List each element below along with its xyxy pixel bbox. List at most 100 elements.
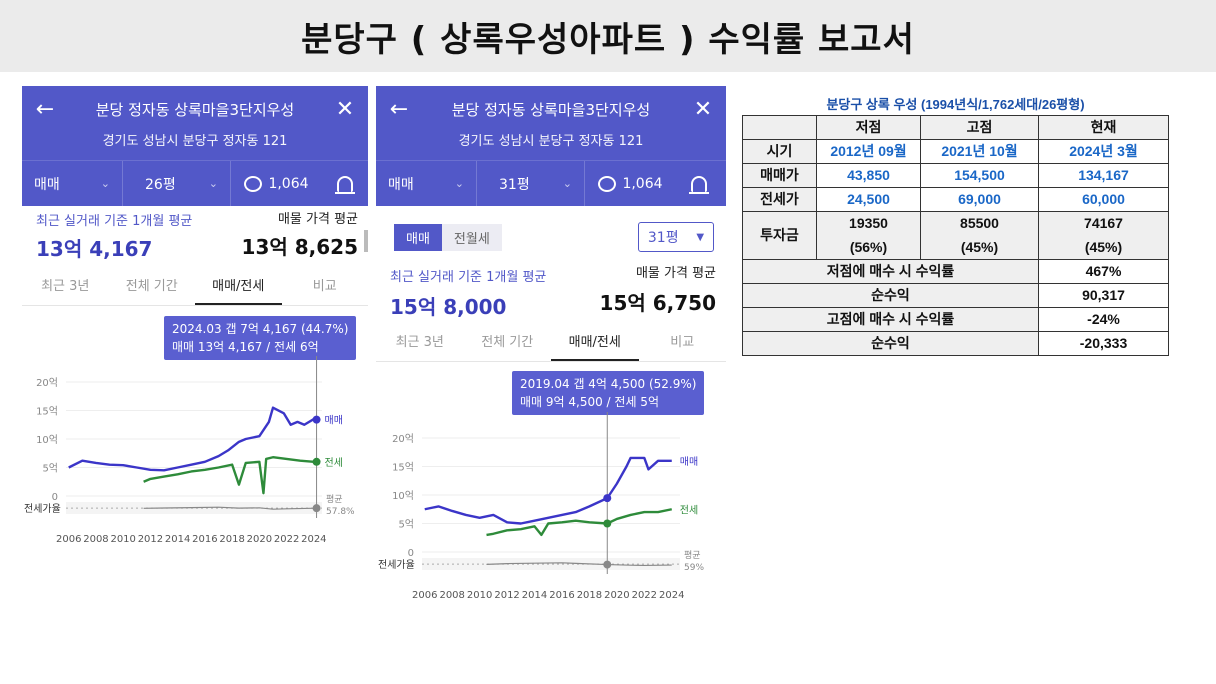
size-select-value: 31평 (647, 230, 679, 246)
summary-label: 순수익 (742, 330, 1039, 356)
sale-series-label: 매매 (680, 456, 698, 468)
close-icon[interactable]: ✕ (693, 96, 713, 122)
comment-count: 1,064 (268, 175, 309, 192)
bell-icon (335, 175, 355, 194)
tooltip-gap: 2024.03 갭 7억 4,167 (44.7%) (172, 322, 349, 336)
x-tick-label: 2024 (659, 590, 684, 601)
cell: (56%) (816, 235, 921, 260)
tab-all-period[interactable]: 전체 기간 (125, 279, 178, 294)
cell: 2012년 09월 (816, 138, 921, 164)
cell: 2021년 10월 (920, 138, 1039, 164)
ratio-avg-label: 평균 (326, 494, 343, 505)
y-tick-label: 15억 (392, 462, 414, 474)
tab-recent-3y[interactable]: 최근 3년 (395, 335, 444, 350)
x-tick-label: 2020 (247, 534, 272, 545)
size-select[interactable]: 31평 ▼ (638, 222, 714, 252)
summary-value: -24% (1038, 306, 1169, 332)
tab-compare[interactable]: 비교 (670, 335, 695, 350)
cell: 69,000 (920, 186, 1039, 212)
recent-price-value: 15억 8,000 (390, 295, 507, 319)
table-header-current: 현재 (1038, 114, 1169, 140)
y-tick-label: 0 (408, 548, 414, 559)
x-tick-label: 2016 (549, 590, 574, 601)
ratio-series-line (143, 506, 317, 510)
table-row: 순수익 90,317 (742, 282, 1169, 308)
x-tick-label: 2010 (467, 590, 492, 601)
jeonse-series-line (486, 508, 673, 537)
listing-price-block: 매물 가격 평균 15억 6,750 (600, 262, 716, 316)
cell: 154,500 (920, 162, 1039, 188)
tooltip-prices: 매매 13억 4,167 / 전세 6억 (172, 340, 319, 354)
cell: 24,500 (816, 186, 921, 212)
toggle-rent[interactable]: 전월세 (441, 224, 502, 251)
x-tick-label: 2022 (632, 590, 657, 601)
size-dropdown[interactable]: 26평 ⌄ (122, 161, 230, 206)
close-icon[interactable]: ✕ (335, 96, 355, 122)
x-tick-label: 2018 (219, 534, 244, 545)
x-tick-label: 2014 (522, 590, 547, 601)
report-title-bar: 분당구 ( 상록우성아파트 ) 수익률 보고서 (0, 0, 1216, 72)
comments-button[interactable]: 1,064 (230, 161, 322, 206)
size-dropdown[interactable]: 31평 ⌄ (476, 161, 584, 206)
sale-series-line (424, 456, 672, 525)
recent-price-value: 13억 4,167 (36, 237, 153, 261)
x-tick-label: 2006 (56, 534, 81, 545)
back-arrow-icon[interactable]: ← (389, 96, 409, 122)
notification-button[interactable] (676, 161, 722, 206)
tab-all-period[interactable]: 전체 기간 (481, 335, 534, 350)
summary-value: 90,317 (1038, 282, 1169, 308)
deal-toggle: 매매 전월세 (394, 224, 502, 251)
tab-recent-3y[interactable]: 최근 3년 (41, 279, 90, 294)
summary-label: 고점에 매수 시 수익률 (742, 306, 1039, 332)
table-row: 전세가 24,500 69,000 60,000 (742, 186, 1169, 212)
table-row: 고점에 매수 시 수익률 -24% (742, 306, 1169, 332)
cell: 43,850 (816, 162, 921, 188)
x-tick-label: 2024 (301, 534, 326, 545)
tab-compare[interactable]: 비교 (312, 279, 337, 294)
ratio-avg-label: 평균 (684, 550, 701, 561)
recent-price-label: 최근 실거래 기준 1개월 평균 (36, 214, 193, 229)
comment-count: 1,064 (622, 175, 663, 192)
scrollbar[interactable] (364, 230, 368, 252)
cell: 60,000 (1038, 186, 1169, 212)
recent-price-block: 최근 실거래 기준 1개월 평균 15억 8,000 (390, 266, 546, 320)
ratio-label: 전세가율 (378, 559, 415, 571)
cell: (45%) (1038, 235, 1169, 260)
sale-marker-dot (603, 494, 612, 503)
y-tick-label: 5억 (398, 519, 414, 531)
x-tick-label: 2014 (165, 534, 190, 545)
listing-price-block: 매물 가격 평균 13억 8,625 (242, 208, 358, 260)
tooltip-gap: 2019.04 갭 4억 4,500 (52.9%) (520, 377, 697, 391)
tooltip-prices: 매매 9억 4,500 / 전세 5억 (520, 395, 659, 409)
caret-down-icon: ▼ (696, 231, 705, 243)
return-report-table: 분당구 상록 우성 (1994년식/1,762세대/26평형) 저점 고점 현재… (742, 93, 1169, 356)
back-arrow-icon[interactable]: ← (35, 96, 55, 122)
table-row: 저점에 매수 시 수익률 467% (742, 258, 1169, 284)
toggle-sale[interactable]: 매매 (394, 224, 442, 251)
address: 경기도 성남시 분당구 정자동 121 (102, 134, 288, 149)
size-label: 26평 (145, 176, 176, 193)
notification-button[interactable] (322, 161, 368, 206)
chevron-down-icon: ⌄ (100, 177, 110, 190)
x-tick-label: 2008 (439, 590, 464, 601)
table-caption: 분당구 상록 우성 (1994년식/1,762세대/26평형) (742, 93, 1169, 116)
x-tick-label: 2020 (604, 590, 629, 601)
sale-marker-dot (312, 415, 321, 424)
deal-type-dropdown[interactable]: 매매 ⌄ (376, 161, 476, 206)
ratio-series-line (486, 562, 672, 567)
cell: 2024년 3월 (1038, 138, 1169, 164)
app-screenshot-26: ← 분당 정자동 상록마을3단지우성 ✕ 경기도 성남시 분당구 정자동 121… (22, 86, 368, 550)
x-tick-label: 2008 (83, 534, 108, 545)
y-tick-label: 0 (52, 492, 58, 503)
jeonse-series-line (143, 456, 317, 495)
cell: 134,167 (1038, 162, 1169, 188)
address: 경기도 성남시 분당구 정자동 121 (458, 134, 644, 149)
ratio-band (422, 558, 680, 570)
y-tick-label: 15억 (36, 406, 58, 418)
tab-sale-jeonse[interactable]: 매매/전세 (195, 270, 282, 305)
comments-button[interactable]: 1,064 (584, 161, 676, 206)
deal-type-dropdown[interactable]: 매매 ⌄ (22, 161, 122, 206)
tab-sale-jeonse[interactable]: 매매/전세 (551, 326, 639, 361)
